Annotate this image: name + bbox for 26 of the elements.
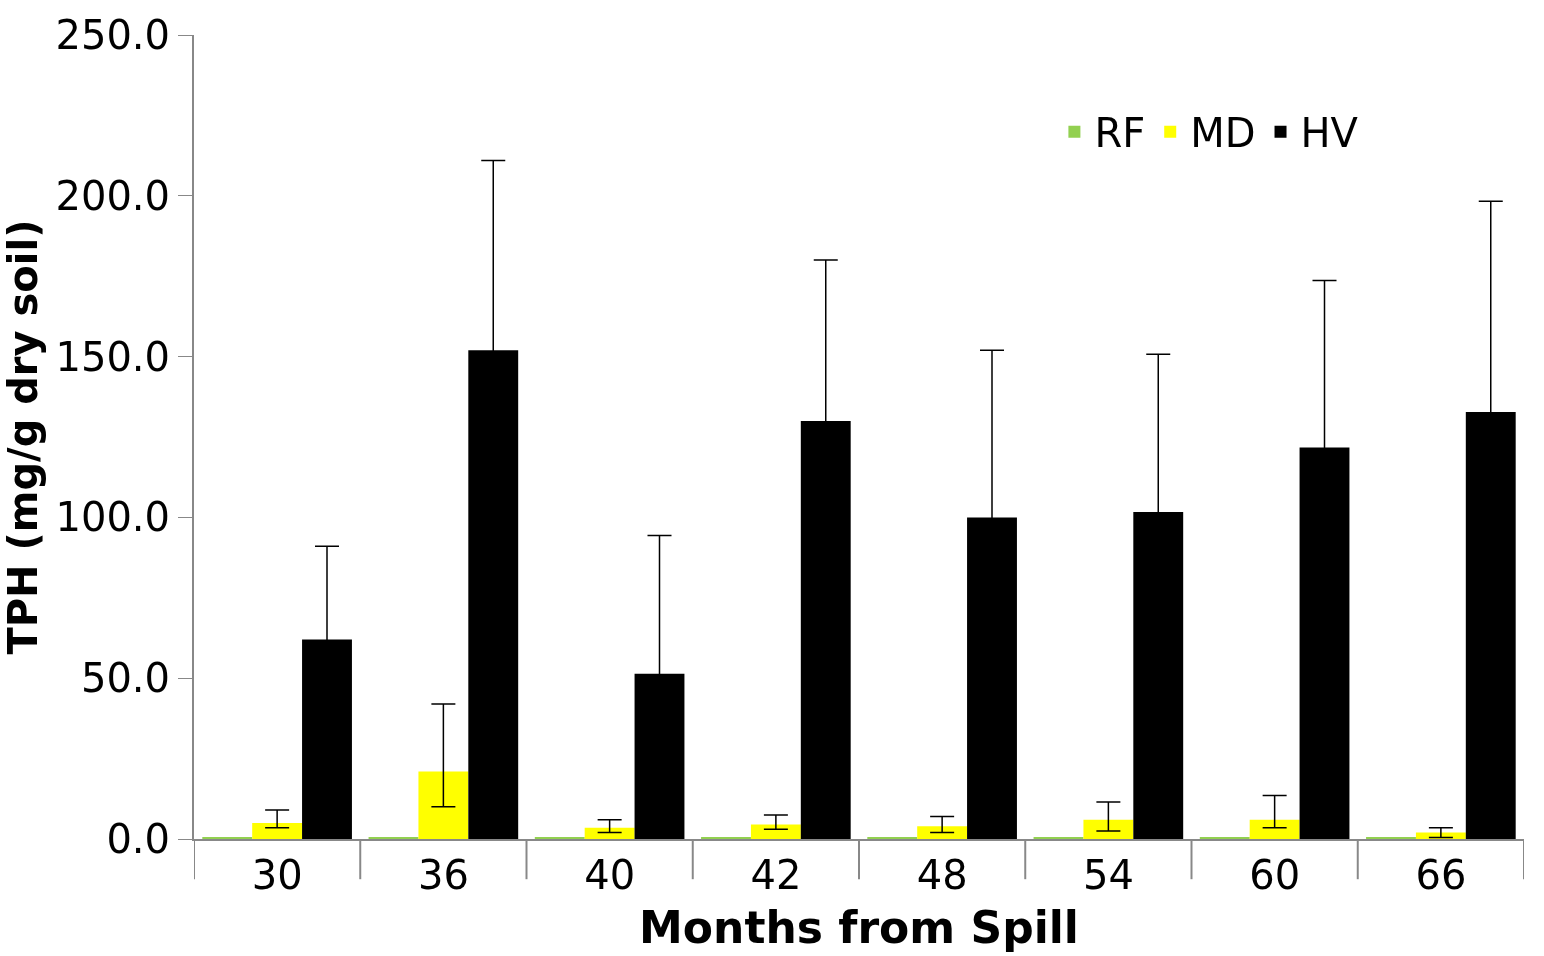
x-tick-label: 48 <box>916 852 968 898</box>
x-tick-label: 60 <box>1249 852 1301 898</box>
legend-label: RF <box>1094 110 1146 157</box>
bar <box>418 771 469 839</box>
legend-label: HV <box>1300 110 1359 157</box>
bar <box>1083 819 1134 839</box>
x-tick-label: 66 <box>1415 852 1467 898</box>
x-tick-label: 30 <box>251 852 303 898</box>
bar <box>584 827 635 839</box>
y-tick-label: 0.0 <box>106 816 170 862</box>
x-axis-title: Months from Spill <box>639 901 1079 953</box>
x-tick-label: 36 <box>417 852 469 898</box>
y-tick-label: 100.0 <box>55 494 170 541</box>
y-tick-label: 150.0 <box>55 333 170 380</box>
y-tick-label: 200.0 <box>55 172 170 219</box>
y-axis-title: TPH (mg/g dry soil) <box>0 219 46 655</box>
y-tick-label: 50.0 <box>80 655 170 702</box>
bar <box>917 826 968 839</box>
x-tick-label: 40 <box>584 852 636 898</box>
x-tick-label: 54 <box>1082 852 1134 898</box>
legend-label: MD <box>1190 110 1256 157</box>
bar <box>750 824 801 839</box>
x-tick-label: 42 <box>750 852 802 898</box>
bar <box>252 822 303 839</box>
bar <box>1249 819 1300 839</box>
y-tick-label: 250.0 <box>55 12 170 58</box>
